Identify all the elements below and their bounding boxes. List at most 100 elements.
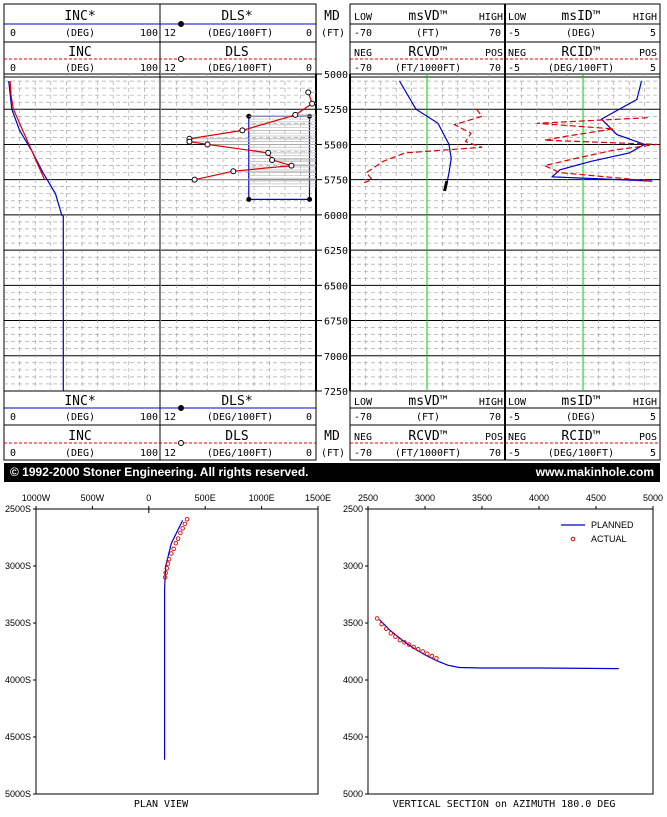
dls-star-max: 0 [306,28,312,39]
inc-star-title: INC* [64,9,95,24]
ft-label-bottom: (FT) [321,448,345,459]
depth-tick-label: 6250 [324,246,348,257]
rcid-max: 5 [650,63,656,74]
vertical-section-chart: 2500 3000 3500 4000 4500 5000 2500 3000 3500 4000… [343,493,663,799]
msid-min: -5 [508,28,520,39]
actual-point [169,551,174,556]
dls-title-bottom: DLS [225,429,248,444]
plot-frame [35,508,319,795]
x-tick-label: 1000W [22,493,51,503]
msvd-unit-bottom: (FT) [416,412,440,423]
dls-actual-point [269,156,276,163]
rcvd-min-bottom: -70 [354,448,372,459]
depth-tick-label: 6500 [324,281,348,292]
depth-axis-labels: 5000 5250 5500 5750 6000 6250 6500 6750 7000 7250 [316,70,348,398]
inc-title: INC [68,45,91,60]
dls-unit: (DEG/100FT) [207,63,273,74]
rcvd-title-bottom: RCVD™ [408,429,447,444]
website-link[interactable]: www.makinhole.com [535,465,654,479]
msvd-title-bottom: msVD™ [408,394,447,409]
depth-tick-label: 5000 [324,70,348,81]
y-tick-label: 3000S [5,561,31,571]
dls-min-bottom: 12 [164,448,176,459]
rcvd-neg-bottom: NEG [354,432,372,443]
actual-point [178,530,183,536]
msid-line [550,80,653,182]
y-tick-label: 2500 [343,504,363,514]
msvd-min-bottom: -70 [354,412,372,423]
depth-tick-label: 6000 [324,211,348,222]
dls-unit-bottom: (DEG/100FT) [207,448,273,459]
dls-actual-point [230,168,237,175]
actual-point [165,561,171,566]
x-tick-label: 3500 [472,493,492,503]
inc-star-title-bottom: INC* [64,394,95,409]
well-log-panel: INC* INC DLS* DLS 0 (DEG) 100 0 (DEG) 10… [3,3,661,461]
md-label-top: MD [324,9,340,24]
planned-line [378,619,619,670]
actual-point [374,616,380,621]
actual-point [388,631,394,636]
rcvd-max: 70 [489,63,501,74]
y-tick-label: 4500S [5,732,31,742]
inc-star-max-bottom: 100 [140,412,158,423]
plan-view-label: PLAN VIEW [134,799,189,810]
dls-star-max-bottom: 0 [306,412,312,423]
dls-actual-point [309,100,316,107]
rcid-unit: (DEG/100FT) [548,63,614,74]
actual-point [171,546,176,552]
msid-high: HIGH [633,12,657,23]
actual-point [180,526,185,531]
x-tick-label: 500E [195,493,216,503]
msvd-high: HIGH [479,12,503,23]
inc-title-bottom: INC [68,429,91,444]
dls-star-title: DLS* [221,9,252,24]
depth-tick-label: 7000 [324,352,348,363]
depth-tick-label: 7250 [324,387,348,398]
rcid-line [536,117,657,182]
msid-unit: (DEG) [566,28,596,39]
actual-point [175,536,181,541]
dls-planned-point [307,196,313,202]
dls-actual-point [305,89,312,96]
dls-actual-point [288,162,295,169]
inc-star-min: 0 [10,28,16,39]
inc-unit: (DEG) [65,63,95,74]
x-tick-label: 500W [81,493,105,503]
x-tick-label: 4500 [586,493,606,503]
dls-star-unit-bottom: (DEG/100FT) [207,412,273,423]
actual-point [420,649,425,654]
dls-title: DLS [225,45,248,60]
y-tick-label: 3500 [343,618,363,628]
rcvd-neg: NEG [354,48,372,59]
rcvd-max-bottom: 70 [489,448,501,459]
actual-point [434,656,439,661]
x-tick-label: 3000 [415,493,435,503]
msvd-max-bottom: 70 [489,412,501,423]
dls-actual-point [191,176,198,183]
depth-tick-label: 5250 [324,105,348,116]
ft-label-top: (FT) [321,28,345,39]
depth-tick-label: 6750 [324,317,348,328]
header-marker-0 [178,21,184,27]
msid-high-bottom: HIGH [633,397,657,408]
x-tick-label: 1500E [305,493,331,503]
msvd-title: msVD™ [408,9,447,24]
dls-star-unit: (DEG/100FT) [207,28,273,39]
inc-max: 100 [140,63,158,74]
dls-star-min: 12 [164,28,176,39]
dls-planned-point [246,196,252,202]
log-grid [3,3,661,461]
x-tick-label: 1000E [249,493,275,503]
planned-line [164,520,184,760]
x-tick-label: 5000 [643,493,663,503]
actual-point [163,570,168,576]
dls-actual-point [265,149,272,156]
y-tick-label: 4000 [343,675,363,685]
msid-title-bottom: msID™ [561,394,600,409]
dls-max: 0 [306,63,312,74]
dls-actual-point [292,111,299,118]
y-tick-label: 2500S [5,504,31,514]
actual-point [162,575,168,580]
log-traces [8,74,657,391]
